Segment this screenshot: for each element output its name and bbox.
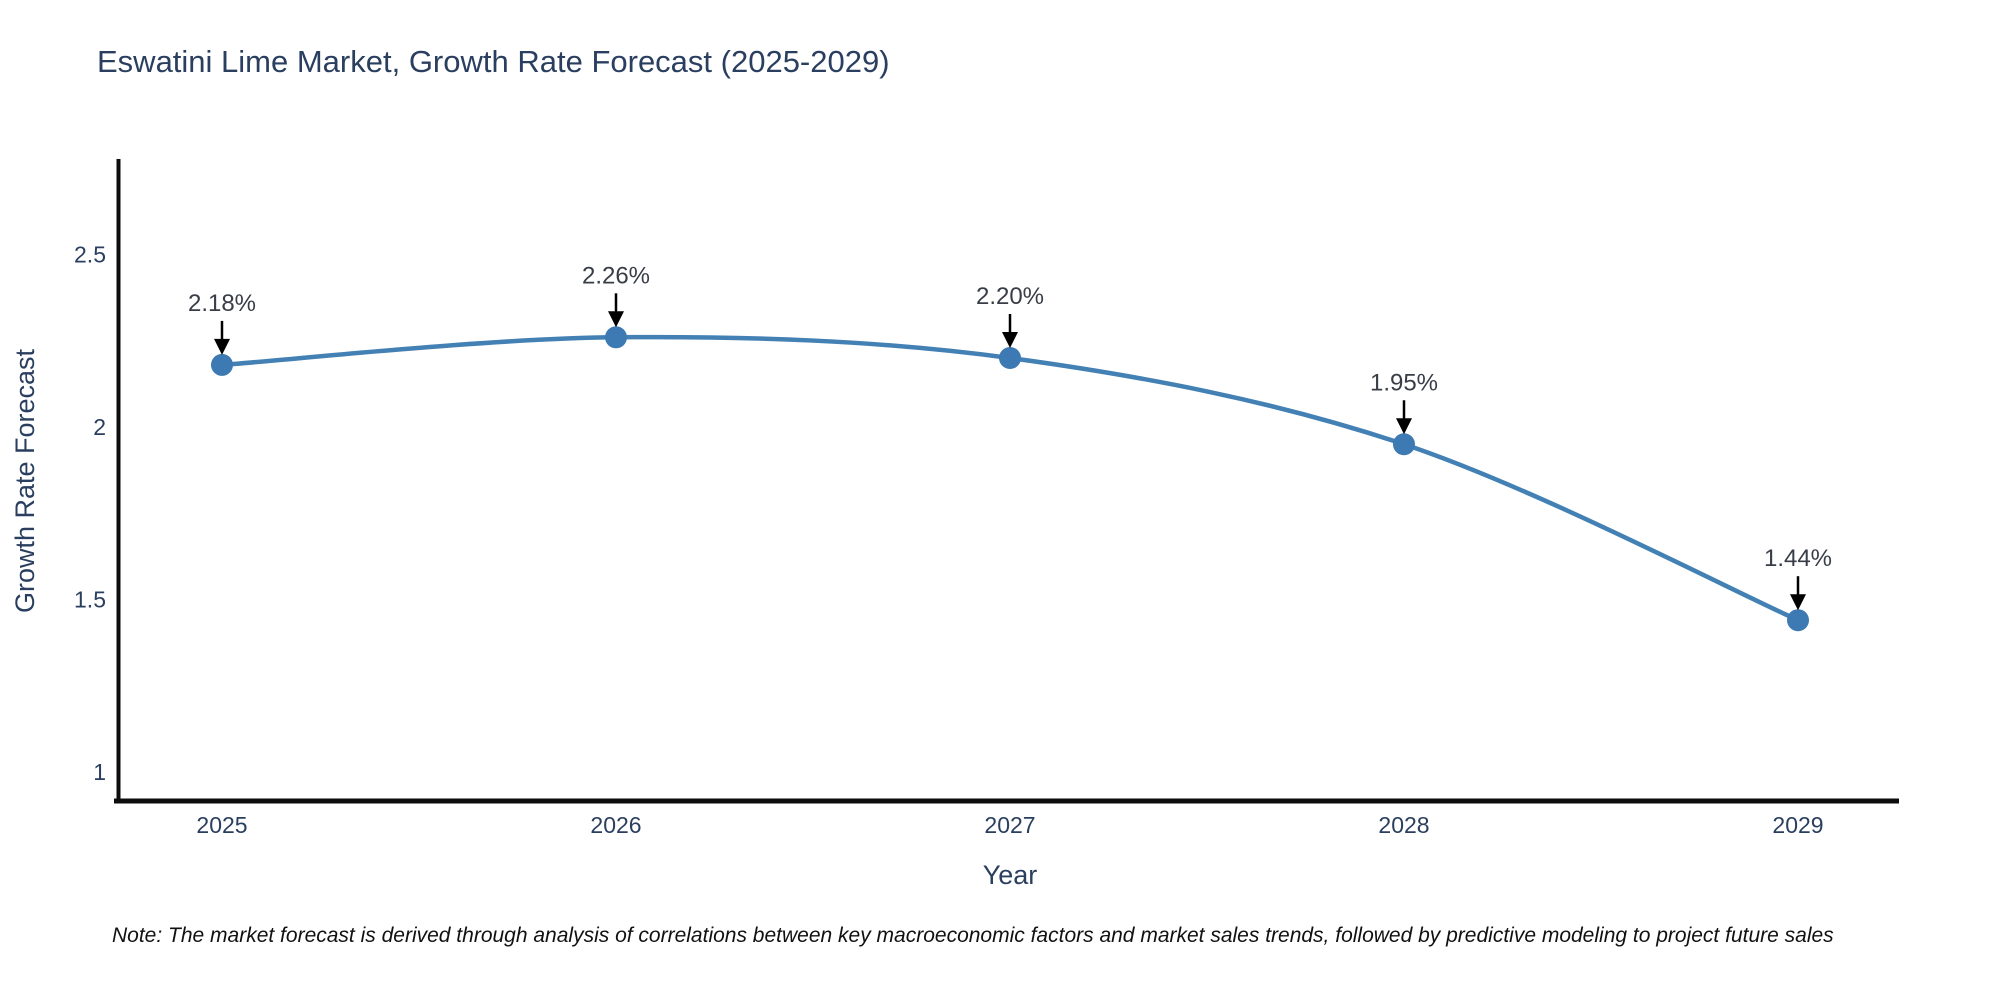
annotation-label: 2.18% [188, 290, 256, 317]
x-tick-label: 2027 [984, 812, 1035, 838]
footnote: Note: The market forecast is derived thr… [112, 924, 1834, 947]
chart-title: Eswatini Lime Market, Growth Rate Foreca… [97, 44, 890, 79]
x-tick-label: 2026 [590, 812, 641, 838]
annotation-arrow-head [1396, 418, 1412, 435]
annotation-arrow-head [1002, 332, 1018, 348]
annotation-label: 1.95% [1370, 369, 1438, 396]
y-tick-label: 2.5 [74, 242, 106, 268]
x-tick-label: 2029 [1772, 812, 1823, 838]
annotation-label: 2.26% [582, 262, 650, 289]
data-point-marker [605, 326, 627, 349]
y-axis-title: Growth Rate Forecast [10, 348, 40, 613]
y-tick-label: 2 [93, 414, 106, 440]
point-annotations: 2.18% 2.26% 2.20% 1.95% 1.44% [188, 262, 1832, 611]
x-tick-label: 2025 [196, 812, 247, 838]
x-axis-title: Year [983, 860, 1038, 890]
y-tick-label: 1.5 [74, 587, 106, 613]
annotation-arrow-head [1790, 594, 1806, 611]
annotation-label: 2.20% [976, 283, 1044, 310]
annotation-arrow-head [608, 311, 624, 328]
data-series [211, 326, 1809, 632]
y-tick-label: 1 [93, 759, 106, 785]
annotation-label: 1.44% [1764, 545, 1832, 572]
x-axis-tick-labels: 2025 2026 2027 2028 2029 [196, 812, 1823, 838]
data-point-marker [211, 353, 233, 376]
data-point-marker [1787, 609, 1809, 632]
y-axis-tick-labels: 1 1.5 2 2.5 [74, 242, 106, 786]
annotation-arrow-head [214, 338, 230, 355]
data-point-marker [1393, 433, 1415, 456]
x-tick-label: 2028 [1378, 812, 1429, 838]
data-point-marker [999, 347, 1021, 369]
series-line [221, 334, 1799, 623]
